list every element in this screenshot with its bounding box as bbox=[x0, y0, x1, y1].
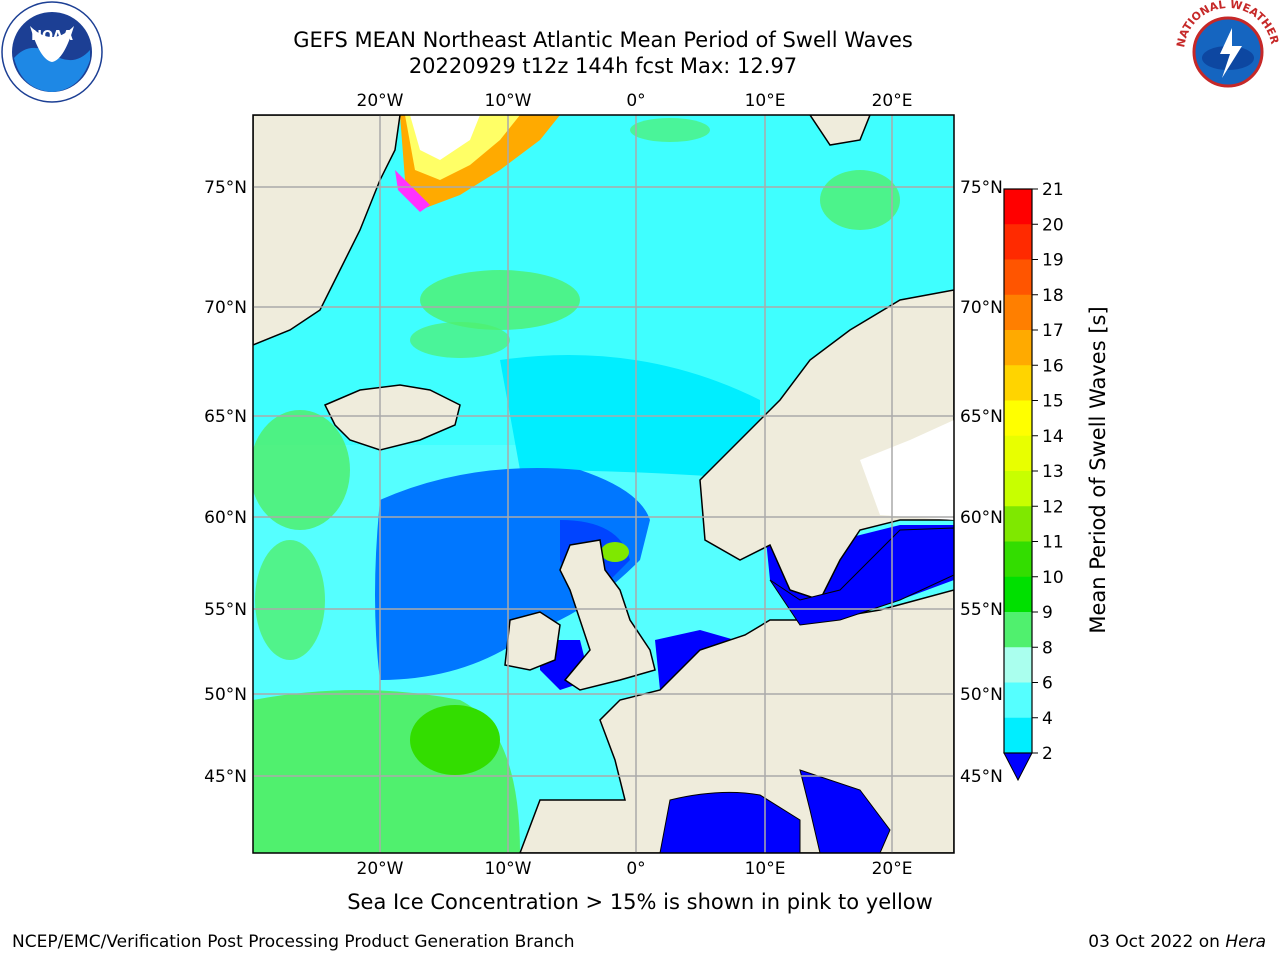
sea-ice-note-text: Sea Ice Concentration > 15% is shown in … bbox=[347, 890, 933, 914]
land bbox=[253, 115, 954, 853]
map-frame bbox=[252, 114, 955, 854]
lat-ticks-left: 75°N 70°N 65°N 60°N 55°N 50°N 45°N bbox=[204, 178, 247, 787]
lat-tick-label: 45°N bbox=[204, 767, 247, 787]
footer-date-text: 03 Oct 2022 on bbox=[1088, 932, 1226, 952]
colorbar-under-arrow bbox=[1003, 752, 1033, 782]
lon-tick-label: 10°E bbox=[745, 91, 786, 111]
lon-ticks-top: 20°W 10°W 0° 10°E 20°E bbox=[357, 91, 913, 111]
lon-tick-label: 0° bbox=[626, 859, 645, 879]
colorbar-tick-label: 9 bbox=[1042, 603, 1053, 623]
map-title: GEFS MEAN Northeast Atlantic Mean Period… bbox=[293, 28, 913, 52]
lon-tick-label: 20°E bbox=[872, 859, 913, 879]
colorbar-cell bbox=[1004, 400, 1032, 437]
colorbar-cell bbox=[1004, 612, 1032, 648]
lat-tick-label: 65°N bbox=[960, 407, 1003, 427]
colorbar-cell bbox=[1004, 576, 1032, 613]
colorbar-cells bbox=[1004, 189, 1032, 754]
footer-host: Hera bbox=[1225, 932, 1266, 952]
colorbar-tick-label: 6 bbox=[1042, 674, 1053, 694]
lat-tick-label: 60°N bbox=[960, 508, 1003, 528]
lat-tick-label: 55°N bbox=[960, 600, 1003, 620]
lat-tick-label: 70°N bbox=[960, 298, 1003, 318]
colorbar-tick-label: 2 bbox=[1042, 744, 1053, 764]
lon-tick-label: 10°W bbox=[485, 91, 532, 111]
lat-tick-label: 45°N bbox=[960, 767, 1003, 787]
graticule bbox=[253, 115, 954, 853]
colorbar-tick-label: 8 bbox=[1042, 638, 1053, 658]
lon-tick-label: 20°E bbox=[872, 91, 913, 111]
colorbar-tick-label: 15 bbox=[1042, 392, 1064, 412]
lat-tick-label: 55°N bbox=[204, 600, 247, 620]
colorbar-ticks: 21 20 19 18 17 16 15 14 13 12 11 10 9 8 6 4 2 bbox=[1032, 180, 1064, 764]
colorbar-cell bbox=[1004, 294, 1032, 331]
lat-ticks-right: 75°N 70°N 65°N 60°N 55°N 50°N 45°N bbox=[960, 178, 1003, 787]
colorbar-tick-label: 19 bbox=[1042, 251, 1064, 271]
lat-tick-label: 75°N bbox=[204, 178, 247, 198]
colorbar-cell bbox=[1004, 717, 1032, 754]
colorbar-cell bbox=[1004, 471, 1032, 507]
colorbar-cell bbox=[1004, 435, 1032, 472]
lon-tick-label: 20°W bbox=[357, 91, 404, 111]
colorbar-tick-label: 4 bbox=[1042, 709, 1053, 729]
colorbar-cell bbox=[1004, 189, 1032, 225]
colorbar-cell bbox=[1004, 330, 1032, 366]
lat-tick-label: 60°N bbox=[204, 508, 247, 528]
noaa-logo-text: NOAA bbox=[31, 29, 73, 44]
lon-tick-label: 10°E bbox=[745, 859, 786, 879]
colorbar-tick-label: 18 bbox=[1042, 286, 1064, 306]
lat-tick-label: 70°N bbox=[204, 298, 247, 318]
colorbar-cell bbox=[1004, 506, 1032, 542]
map-subtitle: 20220929 t12z 144h fcst Max: 12.97 bbox=[408, 54, 798, 78]
colorbar-cell bbox=[1004, 259, 1032, 296]
lon-tick-label: 20°W bbox=[357, 859, 404, 879]
colorbar: 21 20 19 18 17 16 15 14 13 12 11 10 9 8 6 4 2 bbox=[1003, 180, 1064, 782]
colorbar-cell bbox=[1004, 647, 1032, 683]
colorbar-cell bbox=[1004, 365, 1032, 401]
colorbar-tick-label: 20 bbox=[1042, 215, 1064, 235]
lon-ticks-bottom: 20°W 10°W 0° 10°E 20°E bbox=[357, 859, 913, 879]
colorbar-tick-label: 13 bbox=[1042, 462, 1064, 482]
lat-tick-label: 75°N bbox=[960, 178, 1003, 198]
colorbar-tick-label: 11 bbox=[1042, 533, 1064, 553]
colorbar-tick-label: 12 bbox=[1042, 497, 1064, 517]
map-field bbox=[253, 115, 954, 853]
sea-ice-note: Sea Ice Concentration > 15% is shown in … bbox=[0, 890, 1280, 914]
noaa-logo: NOAA bbox=[1, 1, 103, 103]
nws-logo: NATIONAL WEATHER SERVICE bbox=[1176, 0, 1280, 102]
colorbar-tick-label: 21 bbox=[1042, 180, 1064, 200]
colorbar-tick-label: 16 bbox=[1042, 356, 1064, 376]
colorbar-cell bbox=[1004, 541, 1032, 578]
colorbar-tick-label: 10 bbox=[1042, 568, 1064, 588]
lon-tick-label: 10°W bbox=[485, 859, 532, 879]
colorbar-tick-label: 17 bbox=[1042, 321, 1064, 341]
lat-tick-label: 50°N bbox=[960, 685, 1003, 705]
colorbar-tick-label: 14 bbox=[1042, 427, 1064, 447]
colorbar-cell bbox=[1004, 224, 1032, 260]
footer-date: 03 Oct 2022 on Hera bbox=[1088, 932, 1266, 952]
lat-tick-label: 65°N bbox=[204, 407, 247, 427]
lon-tick-label: 0° bbox=[626, 91, 645, 111]
footer-credit: NCEP/EMC/Verification Post Processing Pr… bbox=[12, 932, 575, 952]
colorbar-cell bbox=[1004, 682, 1032, 719]
colorbar-label-text: Mean Period of Swell Waves [s] bbox=[1086, 306, 1110, 634]
lat-tick-label: 50°N bbox=[204, 685, 247, 705]
